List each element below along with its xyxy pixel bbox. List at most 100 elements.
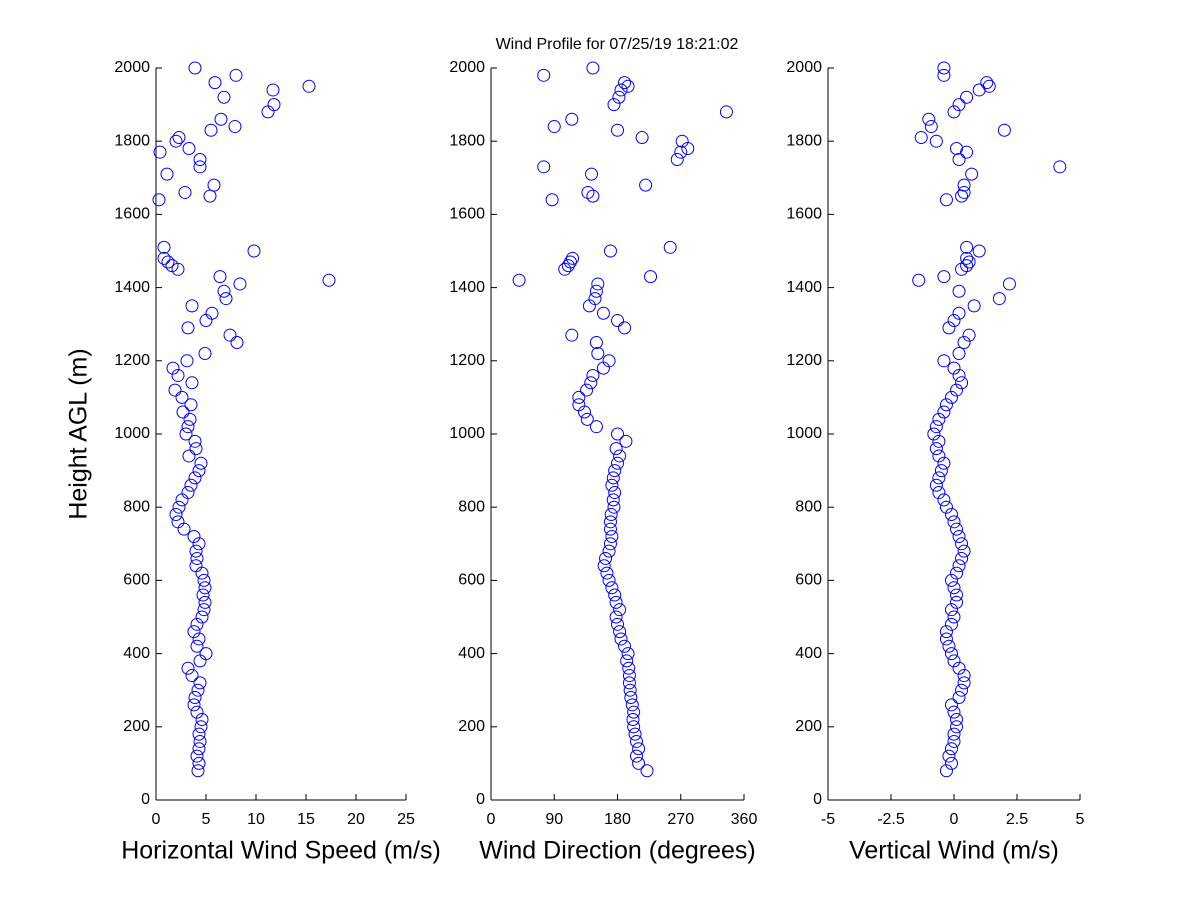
data-point <box>929 478 943 492</box>
x-tick-label: -5 <box>821 811 835 828</box>
y-tick-label: 1200 <box>114 352 150 369</box>
data-point <box>181 661 195 675</box>
data-point <box>171 515 185 529</box>
y-tick-label: 800 <box>458 498 485 515</box>
y-tick-label: 1400 <box>786 279 822 296</box>
data-point <box>937 456 951 470</box>
data-point <box>199 314 213 328</box>
data-point <box>176 405 190 419</box>
data-point <box>602 544 616 558</box>
data-point <box>944 617 958 631</box>
data-point <box>198 581 212 595</box>
data-point <box>947 727 961 741</box>
y-tick-label: 2000 <box>449 59 485 76</box>
data-point <box>997 123 1011 137</box>
data-point <box>198 595 212 609</box>
data-point <box>180 354 194 368</box>
x-tick-label: 20 <box>347 811 365 828</box>
data-point <box>635 131 649 145</box>
data-point <box>214 112 228 126</box>
x-tick-label: 15 <box>297 811 315 828</box>
data-point <box>192 742 206 756</box>
data-point <box>608 588 622 602</box>
y-tick-label: 1000 <box>449 425 485 442</box>
data-point <box>205 306 219 320</box>
data-point <box>939 398 953 412</box>
x-axis-label: Wind Direction (degrees) <box>479 837 756 865</box>
data-point <box>187 698 201 712</box>
data-point <box>950 566 964 580</box>
data-point <box>618 321 632 335</box>
data-point <box>622 669 636 683</box>
data-point <box>939 193 953 207</box>
data-point <box>952 368 966 382</box>
data-point <box>599 551 613 565</box>
data-point <box>950 522 964 536</box>
data-point <box>190 639 204 653</box>
data-point <box>586 189 600 203</box>
y-tick-label: 1600 <box>114 206 150 223</box>
data-point <box>942 639 956 653</box>
data-point <box>603 515 617 529</box>
data-point <box>950 383 964 397</box>
data-point <box>957 676 971 690</box>
data-point <box>183 412 197 426</box>
data-point <box>612 90 626 104</box>
data-point <box>563 255 577 269</box>
data-point <box>193 654 207 668</box>
x-tick-label: 5 <box>1076 811 1085 828</box>
data-point <box>629 734 643 748</box>
y-tick-label: 800 <box>123 498 150 515</box>
data-point <box>608 464 622 478</box>
data-point <box>957 178 971 192</box>
data-point <box>952 284 966 298</box>
y-tick-label: 200 <box>795 718 822 735</box>
data-point <box>572 398 586 412</box>
data-point <box>952 306 966 320</box>
data-point <box>537 68 551 82</box>
data-point <box>596 306 610 320</box>
data-point <box>189 442 203 456</box>
data-point <box>621 647 635 661</box>
data-point <box>611 617 624 631</box>
data-point <box>937 68 951 82</box>
y-tick-label: 600 <box>795 572 822 589</box>
data-point <box>960 259 974 273</box>
data-point <box>606 493 620 507</box>
data-point <box>929 134 943 148</box>
data-point <box>947 581 961 595</box>
data-point <box>182 142 196 156</box>
data-point <box>939 500 953 514</box>
data-point <box>960 90 974 104</box>
data-point <box>197 603 211 617</box>
y-tick-label: 600 <box>123 572 150 589</box>
data-point <box>185 376 199 390</box>
data-point <box>175 493 189 507</box>
data-point <box>193 153 207 166</box>
data-point <box>952 691 966 705</box>
data-point <box>247 244 261 258</box>
data-point <box>192 537 206 551</box>
data-point <box>952 98 966 112</box>
data-point <box>955 376 969 390</box>
data-point <box>937 354 951 368</box>
data-point <box>177 522 191 536</box>
data-point <box>169 134 183 148</box>
data-point <box>581 185 595 199</box>
data-point <box>939 632 953 646</box>
data-point <box>169 508 183 522</box>
data-point <box>944 508 958 522</box>
data-point <box>957 336 971 349</box>
data-point <box>194 456 208 470</box>
data-point <box>175 390 189 404</box>
data-point <box>207 178 221 192</box>
data-point <box>980 76 994 90</box>
data-point <box>600 566 614 580</box>
data-point <box>955 537 969 551</box>
data-point <box>561 259 575 273</box>
data-point <box>929 442 943 456</box>
data-point <box>192 756 206 770</box>
data-point <box>229 68 243 82</box>
data-point <box>192 464 206 478</box>
data-point <box>171 368 185 382</box>
